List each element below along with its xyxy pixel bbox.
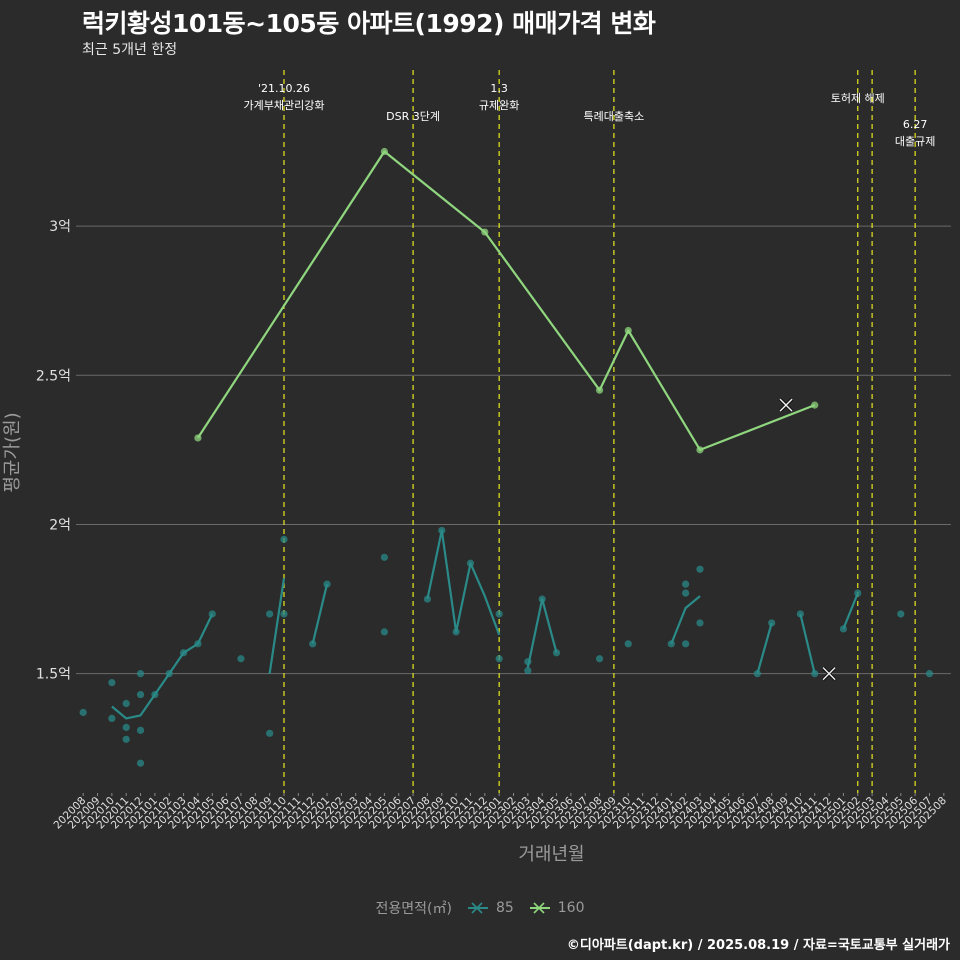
- data-point-85: [79, 708, 87, 717]
- series-line-85: [426, 529, 501, 636]
- data-point-85: [237, 655, 245, 663]
- data-point-85: [524, 667, 532, 675]
- legend-item-160[interactable]: 160: [528, 900, 585, 916]
- marker-x-stroke: [822, 667, 836, 681]
- data-point-85: [122, 723, 130, 731]
- event-label: 6.27: [903, 118, 928, 131]
- event-label: 규제완화: [479, 99, 519, 112]
- chart-title: 럭키황성101동~105동 아파트(1992) 매매가격 변화: [82, 9, 656, 38]
- series-line-85: [526, 598, 558, 668]
- y-tick-label: 1.5억: [36, 667, 71, 683]
- series-line-85: [670, 595, 701, 645]
- series-line-85: [756, 622, 773, 674]
- series-line-85: [268, 578, 286, 674]
- event-label: 대출규제: [895, 135, 935, 148]
- data-point-85: [280, 610, 288, 618]
- data-point-85: [925, 670, 934, 678]
- event-label: '21.10.26: [258, 82, 310, 95]
- data-point-85: [136, 759, 145, 767]
- data-point-85: [122, 699, 130, 708]
- marker-x-stroke: [779, 398, 793, 412]
- legend: 전용면적(㎡) 85 160: [0, 897, 960, 919]
- y-tick-label: 3억: [49, 219, 71, 235]
- marker-x-160: [778, 397, 794, 413]
- data-point-85: [108, 714, 116, 723]
- data-point-85: [122, 735, 130, 743]
- data-point-85: [595, 655, 604, 663]
- series-line-160: [196, 150, 816, 451]
- source-caption: ©디아파트(dapt.kr) / 2025.08.19 / 자료=국토교통부 실…: [566, 938, 950, 953]
- data-point-85: [682, 589, 690, 597]
- data-point-85: [108, 679, 116, 687]
- data-point-85: [897, 610, 905, 618]
- marker-x-85: [821, 666, 837, 681]
- legend-label-160: 160: [557, 900, 585, 916]
- data-point-85: [380, 553, 389, 561]
- y-axis-title: 평균가(원): [2, 412, 23, 492]
- data-point-85: [624, 640, 632, 648]
- data-point-85: [682, 640, 690, 648]
- data-point-85: [309, 640, 317, 648]
- data-point-85: [266, 729, 274, 737]
- chart-subtitle: 최근 5개년 한정: [82, 42, 178, 58]
- event-label: 특례대출축소: [584, 110, 645, 123]
- data-point-85: [266, 610, 274, 618]
- y-tick-label: 2.5억: [36, 368, 71, 384]
- data-point-85: [696, 565, 704, 573]
- series-line-85: [111, 613, 214, 720]
- legend-item-85[interactable]: 85: [466, 900, 514, 916]
- y-tick-label: 2억: [49, 517, 71, 533]
- data-point-85: [380, 628, 389, 636]
- data-point-85: [136, 690, 145, 699]
- legend-label-85: 85: [495, 900, 514, 916]
- event-label: DSR 3단계: [386, 110, 440, 123]
- series-line-85: [799, 613, 816, 674]
- event-label: 토허제 해제: [831, 91, 885, 105]
- legend-key-85-icon: [467, 902, 488, 914]
- legend-title: 전용면적(㎡): [375, 901, 452, 917]
- event-label: 1.3: [490, 82, 508, 95]
- data-point-85: [495, 610, 503, 618]
- legend-key-160-icon: [529, 902, 550, 914]
- data-point-85: [136, 726, 145, 734]
- data-point-85: [682, 580, 690, 588]
- series-line-85: [842, 592, 859, 630]
- data-point-85: [796, 610, 804, 618]
- data-point-85: [280, 535, 288, 543]
- data-point-85: [696, 619, 704, 627]
- x-axis-title: 거래년월: [518, 844, 584, 865]
- event-label: 가계부채관리강화: [244, 99, 325, 112]
- series-line-85: [311, 583, 329, 645]
- data-point-85: [495, 655, 503, 663]
- data-point-85: [136, 670, 145, 678]
